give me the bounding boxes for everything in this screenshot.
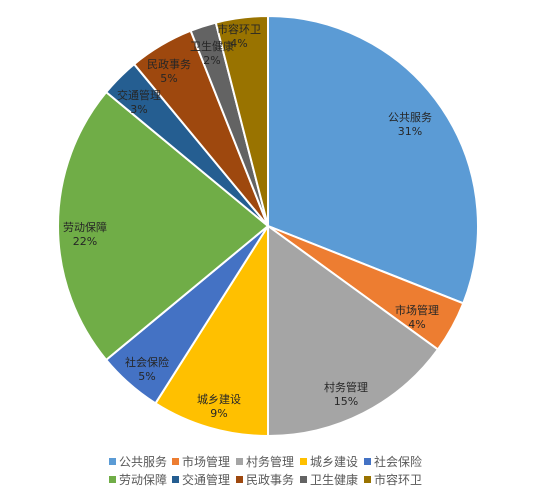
data-label-6: 劳动保障 22% — [63, 220, 107, 248]
legend-entry-7: 交通管理 — [182, 472, 230, 487]
pie-slice-4 — [154, 222, 269, 438]
legend-swatch-4 — [300, 458, 307, 465]
legend-swatch-6 — [109, 476, 116, 483]
legend-entry-4: 城乡建设 — [310, 455, 358, 469]
legend-swatch-2 — [172, 458, 179, 465]
pie-slice-3 — [267, 224, 440, 438]
data-label-10: 市容环卫 4% — [217, 22, 261, 50]
pie-slice-10 — [214, 14, 269, 227]
data-label-8: 民政事务 5% — [147, 57, 191, 85]
legend-swatch-9 — [300, 476, 307, 483]
legend-entry-6: 劳动保障 — [119, 472, 167, 487]
data-label-7: 交通管理 3% — [117, 88, 161, 116]
legend-swatch-10 — [364, 476, 371, 483]
pie-slice-6 — [57, 90, 270, 362]
pie-slices — [57, 14, 479, 438]
data-label-2: 市场管理 4% — [395, 303, 439, 331]
data-label-9: 卫生健康 2% — [190, 39, 234, 67]
legend-entry-3: 村务管理 — [246, 454, 294, 469]
data-label-1: 公共服务 31% — [388, 111, 432, 138]
legend-entry-2: 市场管理 — [182, 454, 230, 469]
legend-swatch-3 — [236, 458, 243, 465]
legend-entry-9: 卫生健康 — [310, 472, 358, 487]
legend-entry-8: 民政事务 — [246, 472, 294, 487]
legend-swatch-8 — [236, 476, 243, 483]
pie-data-labels: 公共服务 31% 市场管理 4% 村务管理 15% 城乡建设 9% 社会保险 5% 劳动保障 22% 交… — [63, 22, 439, 420]
data-label-3: 村务管理 15% — [324, 380, 368, 408]
legend-swatch-1 — [109, 458, 116, 465]
data-label-4: 城乡建设 9% — [197, 392, 241, 420]
data-label-5: 社会保险 5% — [125, 355, 169, 383]
legend-swatch-5 — [364, 458, 371, 465]
legend-entry-10: 市容环卫 — [374, 472, 422, 487]
legend-swatch-7 — [172, 476, 179, 483]
pie-slice-1 — [267, 14, 479, 305]
legend-entry-5: 社会保险 — [374, 454, 422, 469]
legend-entry-1: 公共服务 — [119, 454, 167, 469]
